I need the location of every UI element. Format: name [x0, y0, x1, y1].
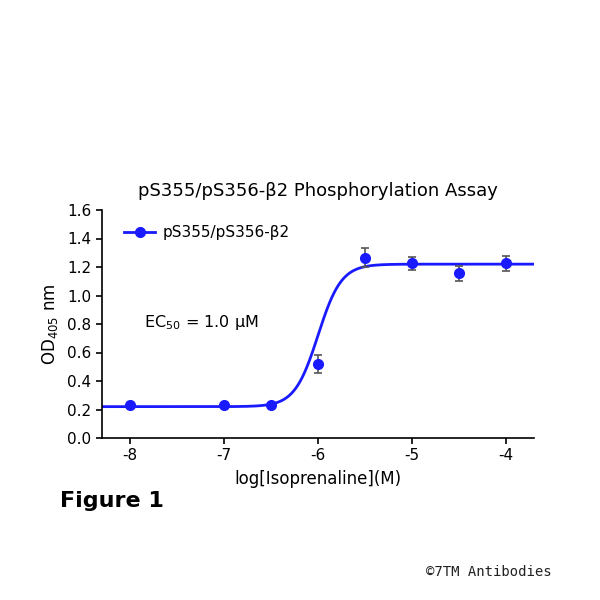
Title: pS355/pS356-β2 Phosphorylation Assay: pS355/pS356-β2 Phosphorylation Assay [138, 182, 498, 200]
Legend: pS355/pS356-β2: pS355/pS356-β2 [118, 219, 296, 246]
X-axis label: log[Isoprenaline](M): log[Isoprenaline](M) [235, 470, 401, 488]
Text: EC$_{50}$ = 1.0 μM: EC$_{50}$ = 1.0 μM [144, 313, 259, 332]
Text: Figure 1: Figure 1 [60, 491, 164, 511]
Y-axis label: OD$_{405}$ nm: OD$_{405}$ nm [40, 283, 61, 365]
Text: ©7TM Antibodies: ©7TM Antibodies [427, 565, 552, 579]
